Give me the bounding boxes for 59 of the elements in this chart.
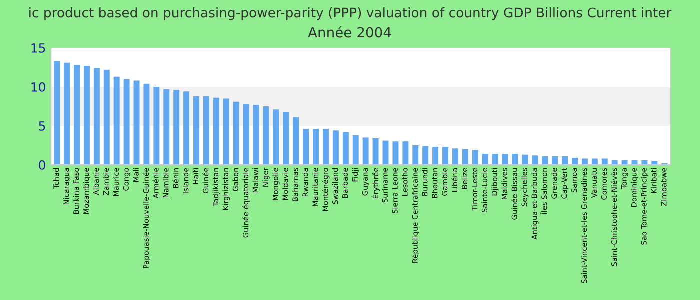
- bar: [293, 117, 300, 165]
- bar: [562, 156, 568, 165]
- bar: [194, 96, 200, 165]
- y-tick-label: 5: [39, 122, 46, 131]
- bar: [54, 61, 60, 165]
- bar: [342, 132, 349, 165]
- bar: [213, 98, 220, 165]
- bar: [233, 102, 240, 165]
- bar: [174, 90, 180, 165]
- bar: [502, 154, 508, 165]
- bar: [432, 147, 439, 165]
- bar: [472, 150, 478, 165]
- chart-title: ic product based on purchasing-power-parity (PPP) valuation of country GDP Billions Current inter: [30, 8, 672, 20]
- bar: [184, 92, 190, 165]
- bar: [482, 154, 488, 165]
- bar: [164, 89, 170, 165]
- bar: [542, 156, 548, 165]
- bar: [74, 65, 80, 165]
- bar: [64, 62, 70, 165]
- bar: [442, 147, 448, 165]
- bar: [243, 104, 250, 165]
- bar: [203, 96, 210, 165]
- bar: [94, 68, 100, 165]
- bar: [462, 149, 468, 165]
- bar: [303, 129, 310, 165]
- bar: [84, 66, 90, 165]
- bar: [392, 142, 399, 165]
- bar: [572, 158, 578, 165]
- bar: [273, 110, 280, 165]
- bar: [154, 87, 160, 165]
- bar: [552, 156, 558, 165]
- bar: [323, 129, 329, 165]
- bar: [104, 70, 110, 165]
- bar: [332, 130, 339, 165]
- y-tick-label: 0: [39, 160, 46, 170]
- y-tick-label: 15: [32, 44, 46, 53]
- bar: [422, 146, 429, 165]
- chart-subtitle: Année 2004: [308, 26, 392, 38]
- bar: [144, 84, 150, 165]
- bar: [313, 129, 320, 165]
- bar: [492, 154, 498, 165]
- bar: [114, 76, 120, 165]
- bar: [532, 156, 538, 165]
- bar: [352, 135, 359, 165]
- bar: [263, 106, 270, 165]
- bar: [362, 138, 369, 165]
- bar: [134, 80, 140, 165]
- bar: [452, 148, 458, 165]
- bar: [372, 138, 379, 165]
- bar: [412, 146, 419, 165]
- bar: [223, 98, 230, 165]
- bar: [283, 112, 290, 165]
- y-tick-label: 10: [32, 82, 46, 92]
- bar: [512, 154, 518, 165]
- bar: [652, 161, 658, 165]
- bar: [253, 104, 260, 165]
- bar: [124, 79, 130, 165]
- bar: [402, 142, 409, 165]
- bar: [522, 154, 528, 165]
